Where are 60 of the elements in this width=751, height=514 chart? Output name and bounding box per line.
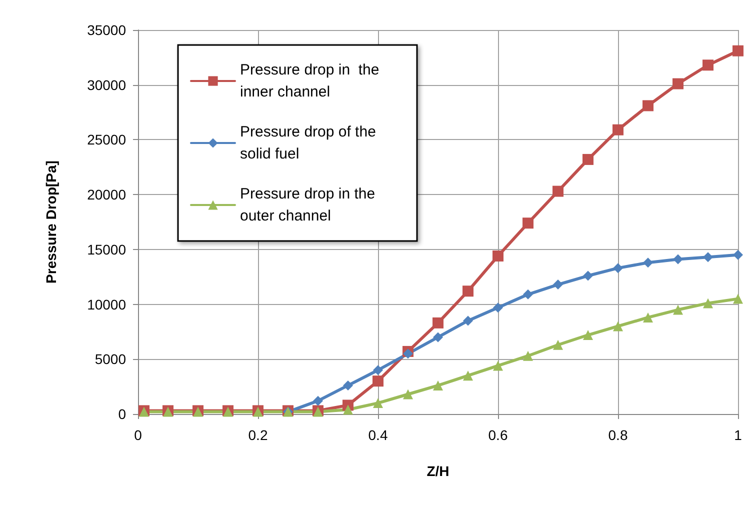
legend-label: Pressure drop in the inner channel bbox=[240, 62, 384, 100]
y-axis-title: Pressure Drop[Pa] bbox=[43, 160, 59, 284]
point bbox=[493, 360, 503, 371]
point bbox=[403, 389, 413, 400]
y-tick-label: 5000 bbox=[94, 351, 126, 368]
point bbox=[463, 316, 473, 326]
y-tick-label: 10000 bbox=[87, 296, 126, 312]
point bbox=[582, 154, 594, 165]
point bbox=[733, 250, 743, 260]
point bbox=[463, 370, 473, 381]
point bbox=[553, 280, 563, 290]
point bbox=[702, 60, 714, 71]
x-tick-label: 0.4 bbox=[368, 427, 388, 443]
point bbox=[433, 380, 443, 390]
point bbox=[642, 100, 654, 112]
x-tick-label: 0 bbox=[134, 427, 142, 443]
point bbox=[523, 350, 533, 361]
point bbox=[732, 45, 744, 56]
point bbox=[703, 298, 713, 308]
point bbox=[612, 124, 624, 136]
x-axis-title: Z/H bbox=[426, 463, 450, 479]
point bbox=[343, 404, 353, 415]
legend-label: Pressure drop in the outer channel bbox=[240, 186, 380, 224]
point bbox=[553, 340, 563, 350]
point bbox=[373, 365, 383, 376]
point bbox=[673, 254, 683, 264]
x-tick-label: 0.6 bbox=[488, 427, 508, 443]
point bbox=[373, 398, 383, 408]
y-tick-label: 35000 bbox=[87, 22, 126, 38]
point bbox=[522, 218, 534, 229]
point bbox=[643, 258, 653, 268]
point bbox=[433, 332, 443, 342]
point bbox=[613, 263, 623, 274]
point bbox=[462, 286, 474, 297]
legend-label: Pressure drop of the solid fuel bbox=[240, 124, 380, 162]
point bbox=[552, 186, 564, 197]
y-tick-label: 30000 bbox=[87, 76, 126, 93]
point bbox=[672, 78, 684, 90]
y-tick-label: 15000 bbox=[87, 241, 126, 258]
y-tick-label: 20000 bbox=[87, 186, 126, 203]
point bbox=[432, 317, 444, 328]
x-tick-label: 1 bbox=[734, 427, 742, 443]
point bbox=[583, 330, 593, 340]
point bbox=[583, 270, 593, 281]
y-tick-label: 0 bbox=[118, 406, 126, 422]
point bbox=[733, 294, 743, 304]
point bbox=[493, 302, 503, 313]
point bbox=[403, 348, 413, 359]
point bbox=[613, 321, 623, 332]
point bbox=[643, 312, 653, 322]
y-tick-label: 25000 bbox=[87, 132, 126, 148]
point bbox=[313, 396, 323, 406]
point bbox=[492, 250, 504, 262]
point bbox=[523, 289, 533, 300]
point bbox=[372, 376, 384, 387]
x-tick-label: 0.2 bbox=[248, 427, 268, 443]
point bbox=[343, 380, 353, 390]
point bbox=[703, 252, 713, 262]
x-tick-label: 0.8 bbox=[608, 427, 628, 443]
point bbox=[673, 304, 683, 315]
